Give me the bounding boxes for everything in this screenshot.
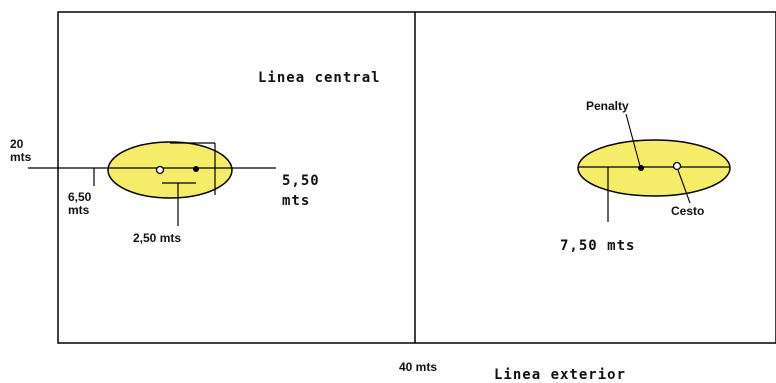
right-penalty-marker — [638, 165, 644, 171]
right-basket-marker — [672, 161, 682, 171]
right-zone-ellipse — [577, 139, 731, 197]
left-zone-ellipse — [107, 141, 233, 199]
penalty-label: Penalty — [586, 99, 629, 113]
penalty-leader — [625, 113, 641, 167]
center-line-label: Linea central — [258, 70, 381, 86]
outer-line-label: Linea exterior — [494, 367, 627, 383]
left-5-50-label: 5,50 mts — [282, 173, 320, 209]
court-boundary — [57, 11, 776, 344]
basket-leader — [677, 169, 691, 204]
left-basket-marker — [155, 165, 165, 175]
left-shooting-zone — [28, 141, 276, 226]
length-label: 40 mts — [399, 360, 438, 374]
width-label: 20 mts — [10, 137, 32, 164]
left-2-50-label: 2,50 mts — [133, 231, 182, 245]
right-7-50-label: 7,50 mts — [560, 238, 636, 254]
right-shooting-zone — [577, 113, 731, 222]
basket-label: Cesto — [671, 204, 705, 218]
left-penalty-marker — [193, 166, 199, 172]
left-6-50-label: 6,50 mts — [68, 190, 92, 217]
